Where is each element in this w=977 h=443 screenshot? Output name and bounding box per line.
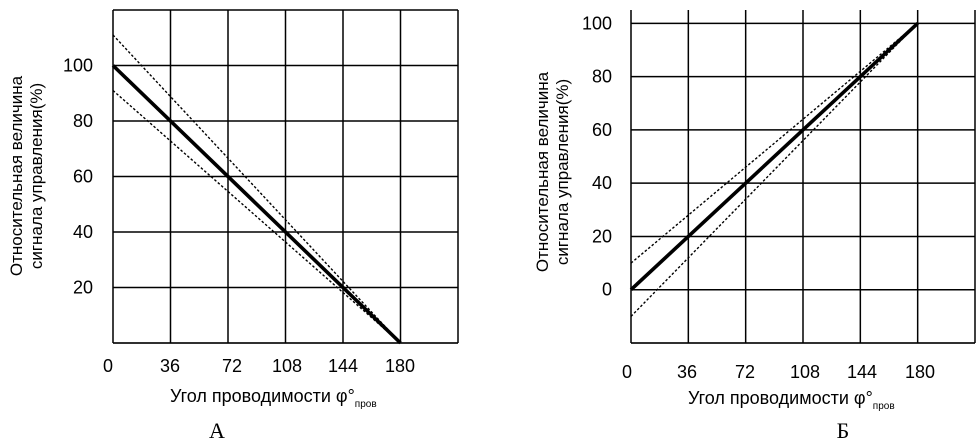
y-tick-label: 40	[592, 173, 612, 193]
chart-a: 0 36 72 108 144 180 20 40 60 80 100 Относительная в…	[7, 9, 459, 443]
x-tick-label: 144	[847, 362, 877, 382]
x-axis-title: Угол проводимости φ°пров	[170, 386, 377, 410]
chart-caption: А	[209, 418, 225, 443]
y-tick-label: 20	[592, 226, 612, 246]
x-tick-label: 0	[103, 356, 113, 376]
plot-area	[111, 9, 459, 345]
series-dashed-line	[112, 89, 401, 344]
y-tick-label: 60	[73, 167, 93, 187]
y-tick-label: 80	[592, 67, 612, 87]
x-tick-label: 144	[328, 356, 358, 376]
y-axis-title: Относительная величинасигнала управления…	[7, 75, 46, 276]
y-axis-title-line2: сигнала управления(%)	[27, 83, 46, 269]
plot-area	[629, 10, 976, 344]
x-tick-label: 36	[160, 356, 180, 376]
x-tick-label: 36	[677, 362, 697, 382]
series-solid-line	[111, 64, 402, 345]
x-tick-label: 108	[272, 356, 302, 376]
y-axis-title-line2: сигнала управления(%)	[553, 79, 572, 265]
x-tick-label: 0	[622, 362, 632, 382]
y-tick-label: 60	[592, 120, 612, 140]
x-tick-label: 108	[790, 362, 820, 382]
series-solid-line	[629, 21, 919, 292]
x-axis-title-subscript: пров	[873, 401, 895, 412]
y-axis-title-line1: Относительная величина	[7, 75, 26, 276]
x-axis-title: Угол проводимости φ°пров	[688, 388, 895, 412]
y-tick-label: 40	[73, 222, 93, 242]
y-tick-label: 100	[63, 56, 93, 76]
series-dashed-line	[630, 22, 919, 264]
chart-caption: Б	[837, 418, 850, 443]
y-axis-title-line1: Относительная величина	[533, 71, 552, 272]
x-tick-label: 72	[222, 356, 242, 376]
y-tick-label: 0	[602, 280, 612, 300]
x-tick-label: 180	[385, 356, 415, 376]
x-tick-label: 180	[905, 362, 935, 382]
series-dashed-line	[112, 34, 402, 344]
x-axis-title-subscript: пров	[355, 399, 377, 410]
y-axis-title: Относительная величинасигнала управления…	[533, 71, 572, 272]
x-axis-title-main: Угол проводимости φ°	[688, 388, 873, 408]
x-tick-label: 72	[735, 362, 755, 382]
series-dashed-line	[630, 22, 919, 317]
y-tick-label: 100	[582, 13, 612, 33]
chart-b: 0 36 72 108 144 180 0 20 40 60 80 100 Относительная …	[533, 10, 976, 443]
y-tick-label: 20	[73, 278, 93, 298]
y-tick-label: 80	[73, 111, 93, 131]
x-axis-title-main: Угол проводимости φ°	[170, 386, 355, 406]
